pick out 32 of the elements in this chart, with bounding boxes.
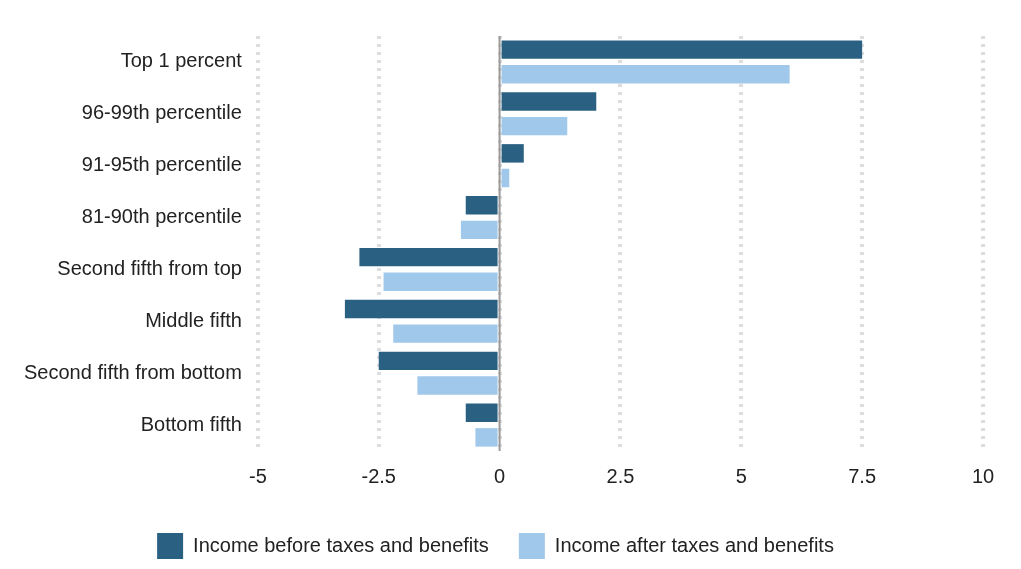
y-tick-label: 91-95th percentile — [81, 153, 242, 176]
x-tick-label: -2.5 — [361, 464, 396, 487]
x-tick-label: 0 — [494, 464, 506, 487]
bar — [465, 196, 498, 215]
bar — [475, 428, 498, 447]
y-tick-label: 81-90th percentile — [81, 205, 242, 228]
bar — [460, 220, 498, 240]
x-tick-label: 5 — [735, 464, 747, 487]
x-tick-label: 7.5 — [848, 464, 877, 487]
y-tick-label: Second fifth from top — [57, 256, 242, 279]
y-tick-label: Top 1 percent — [120, 49, 243, 72]
bar — [501, 144, 524, 163]
y-tick-label: Middle fifth — [145, 308, 242, 331]
bar — [417, 376, 498, 395]
y-tick-label: 96-99th percentile — [81, 101, 242, 124]
x-tick-label: 2.5 — [606, 464, 635, 487]
bar — [465, 403, 498, 422]
x-tick-label: 10 — [971, 464, 995, 487]
bar — [501, 65, 790, 84]
y-tick-label: Second fifth from bottom — [23, 360, 242, 383]
bar — [501, 116, 568, 136]
bar — [359, 247, 498, 267]
bar — [501, 92, 597, 111]
legend-label: Income after taxes and benefits — [554, 533, 834, 556]
bar — [378, 351, 498, 371]
bar — [501, 40, 863, 59]
x-tick-label: -5 — [248, 464, 267, 487]
bar — [393, 324, 498, 343]
y-tick-label: Bottom fifth — [140, 412, 242, 435]
bar — [344, 299, 498, 319]
legend-label: Income before taxes and benefits — [193, 533, 489, 556]
bar — [383, 272, 498, 291]
